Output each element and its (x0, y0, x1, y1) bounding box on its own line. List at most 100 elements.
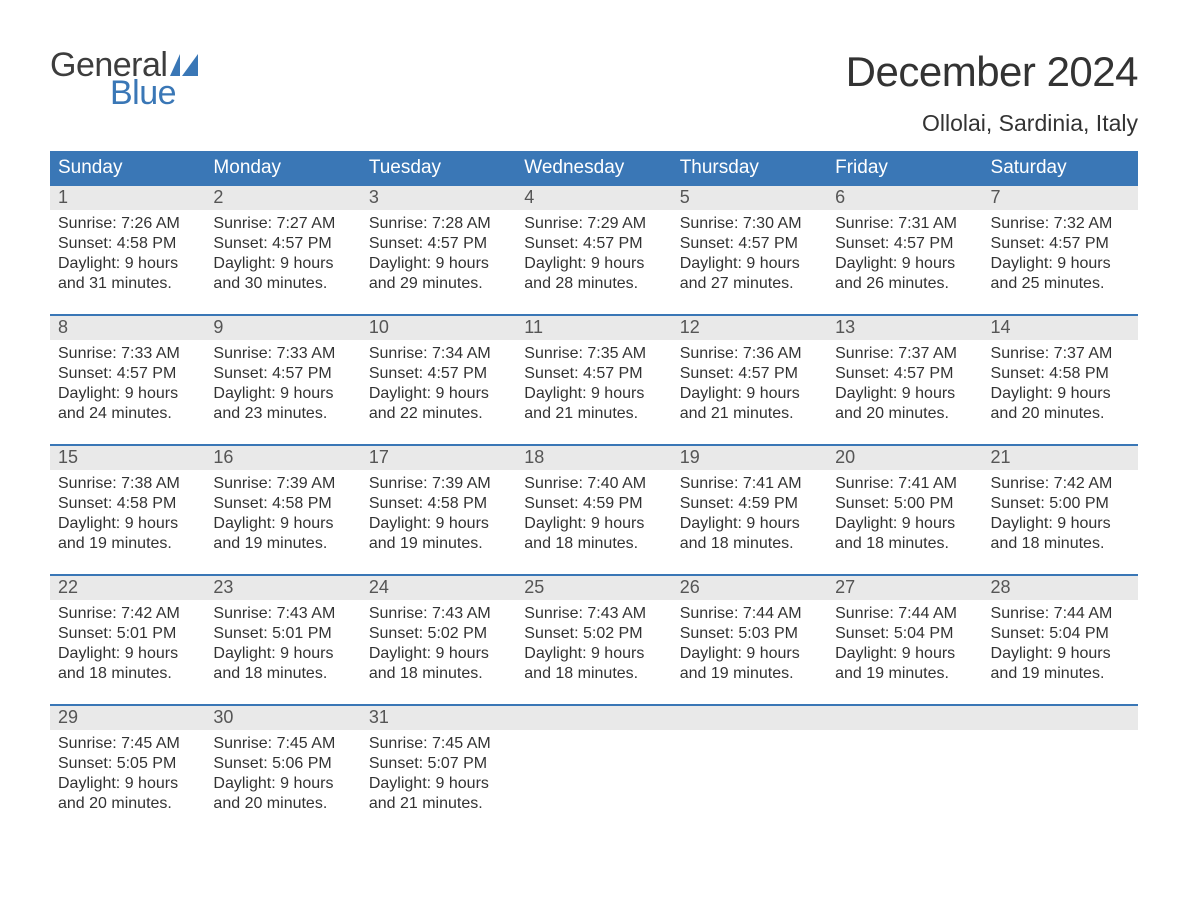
day-body: Sunrise: 7:44 AMSunset: 5:04 PMDaylight:… (983, 600, 1138, 684)
day-body: Sunrise: 7:34 AMSunset: 4:57 PMDaylight:… (361, 340, 516, 424)
day-body: Sunrise: 7:35 AMSunset: 4:57 PMDaylight:… (516, 340, 671, 424)
day-d2: and 25 minutes. (991, 274, 1130, 294)
day-body: Sunrise: 7:44 AMSunset: 5:03 PMDaylight:… (672, 600, 827, 684)
day-d2: and 24 minutes. (58, 404, 197, 424)
day-number-row: 4 (516, 186, 671, 210)
day-d1: Daylight: 9 hours (58, 774, 197, 794)
day-d2: and 28 minutes. (524, 274, 663, 294)
day-d1: Daylight: 9 hours (991, 384, 1130, 404)
day-d2: and 21 minutes. (524, 404, 663, 424)
week-row: 29Sunrise: 7:45 AMSunset: 5:05 PMDayligh… (50, 704, 1138, 834)
flag-icon (170, 54, 198, 76)
day-d1: Daylight: 9 hours (213, 254, 352, 274)
day-d2: and 18 minutes. (524, 664, 663, 684)
day-body: Sunrise: 7:26 AMSunset: 4:58 PMDaylight:… (50, 210, 205, 294)
day-d2: and 20 minutes. (213, 794, 352, 814)
day-sunset: Sunset: 4:57 PM (680, 234, 819, 254)
day-d1: Daylight: 9 hours (213, 644, 352, 664)
day-sunset: Sunset: 5:06 PM (213, 754, 352, 774)
day-body: Sunrise: 7:28 AMSunset: 4:57 PMDaylight:… (361, 210, 516, 294)
day-cell: 8Sunrise: 7:33 AMSunset: 4:57 PMDaylight… (50, 316, 205, 444)
day-d2: and 18 minutes. (835, 534, 974, 554)
day-number-row (672, 706, 827, 730)
day-d1: Daylight: 9 hours (835, 514, 974, 534)
day-d2: and 20 minutes. (58, 794, 197, 814)
day-sunrise: Sunrise: 7:34 AM (369, 344, 508, 364)
brand-logo: General Blue (50, 48, 198, 110)
day-body: Sunrise: 7:42 AMSunset: 5:01 PMDaylight:… (50, 600, 205, 684)
day-number: 31 (369, 707, 389, 727)
week-row: 22Sunrise: 7:42 AMSunset: 5:01 PMDayligh… (50, 574, 1138, 704)
day-cell: 6Sunrise: 7:31 AMSunset: 4:57 PMDaylight… (827, 186, 982, 314)
day-cell: 2Sunrise: 7:27 AMSunset: 4:57 PMDaylight… (205, 186, 360, 314)
day-d2: and 19 minutes. (58, 534, 197, 554)
day-body: Sunrise: 7:45 AMSunset: 5:06 PMDaylight:… (205, 730, 360, 814)
day-sunrise: Sunrise: 7:33 AM (58, 344, 197, 364)
day-number: 12 (680, 317, 700, 337)
day-d1: Daylight: 9 hours (369, 384, 508, 404)
day-cell: 22Sunrise: 7:42 AMSunset: 5:01 PMDayligh… (50, 576, 205, 704)
day-cell: 7Sunrise: 7:32 AMSunset: 4:57 PMDaylight… (983, 186, 1138, 314)
day-sunset: Sunset: 4:59 PM (680, 494, 819, 514)
day-cell: 9Sunrise: 7:33 AMSunset: 4:57 PMDaylight… (205, 316, 360, 444)
day-d2: and 18 minutes. (680, 534, 819, 554)
day-d2: and 20 minutes. (991, 404, 1130, 424)
day-body: Sunrise: 7:37 AMSunset: 4:58 PMDaylight:… (983, 340, 1138, 424)
day-sunset: Sunset: 5:04 PM (835, 624, 974, 644)
day-number-row: 29 (50, 706, 205, 730)
day-sunset: Sunset: 4:57 PM (58, 364, 197, 384)
day-cell: 3Sunrise: 7:28 AMSunset: 4:57 PMDaylight… (361, 186, 516, 314)
day-body: Sunrise: 7:41 AMSunset: 4:59 PMDaylight:… (672, 470, 827, 554)
day-d2: and 18 minutes. (213, 664, 352, 684)
day-sunset: Sunset: 4:58 PM (991, 364, 1130, 384)
day-cell: 14 Sunrise: 7:37 AMSunset: 4:58 PMDayligh… (983, 316, 1138, 444)
day-sunset: Sunset: 4:58 PM (58, 234, 197, 254)
day-d1: Daylight: 9 hours (213, 384, 352, 404)
day-number: 14 (991, 317, 1011, 337)
day-number-row (516, 706, 671, 730)
day-d2: and 31 minutes. (58, 274, 197, 294)
day-number: 11 (524, 317, 543, 337)
day-cell: 23Sunrise: 7:43 AMSunset: 5:01 PMDayligh… (205, 576, 360, 704)
day-number: 13 (835, 317, 855, 337)
day-number: 6 (835, 187, 845, 207)
day-d1: Daylight: 9 hours (213, 514, 352, 534)
day-number: 25 (524, 577, 544, 597)
day-body: Sunrise: 7:27 AMSunset: 4:57 PMDaylight:… (205, 210, 360, 294)
day-d1: Daylight: 9 hours (524, 254, 663, 274)
day-number: 30 (213, 707, 233, 727)
day-d2: and 19 minutes. (835, 664, 974, 684)
day-d2: and 19 minutes. (213, 534, 352, 554)
day-body: Sunrise: 7:40 AMSunset: 4:59 PMDaylight:… (516, 470, 671, 554)
day-number-row: 3 (361, 186, 516, 210)
day-cell (983, 706, 1138, 834)
day-sunrise: Sunrise: 7:36 AM (680, 344, 819, 364)
day-sunrise: Sunrise: 7:41 AM (680, 474, 819, 494)
day-d1: Daylight: 9 hours (369, 254, 508, 274)
day-number-row: 7 (983, 186, 1138, 210)
day-sunrise: Sunrise: 7:31 AM (835, 214, 974, 234)
day-number-row: 12 (672, 316, 827, 340)
day-sunset: Sunset: 4:57 PM (524, 234, 663, 254)
day-d2: and 22 minutes. (369, 404, 508, 424)
day-cell: 27Sunrise: 7:44 AMSunset: 5:04 PMDayligh… (827, 576, 982, 704)
day-number-row: 18 (516, 446, 671, 470)
day-sunset: Sunset: 4:57 PM (213, 234, 352, 254)
day-sunrise: Sunrise: 7:33 AM (213, 344, 352, 364)
day-sunrise: Sunrise: 7:43 AM (524, 604, 663, 624)
day-sunrise: Sunrise: 7:44 AM (835, 604, 974, 624)
day-d2: and 18 minutes. (991, 534, 1130, 554)
day-body: Sunrise: 7:39 AMSunset: 4:58 PMDaylight:… (361, 470, 516, 554)
day-number: 23 (213, 577, 233, 597)
day-d1: Daylight: 9 hours (680, 644, 819, 664)
header: General Blue December 2024 Ollolai, Sard… (50, 48, 1138, 137)
day-sunset: Sunset: 4:57 PM (991, 234, 1130, 254)
day-number-row: 16 (205, 446, 360, 470)
day-number: 24 (369, 577, 389, 597)
dow-sunday: Sunday (50, 151, 205, 186)
weeks-container: 1Sunrise: 7:26 AMSunset: 4:58 PMDaylight… (50, 186, 1138, 834)
day-cell: 25Sunrise: 7:43 AMSunset: 5:02 PMDayligh… (516, 576, 671, 704)
day-cell: 29Sunrise: 7:45 AMSunset: 5:05 PMDayligh… (50, 706, 205, 834)
day-cell: 20Sunrise: 7:41 AMSunset: 5:00 PMDayligh… (827, 446, 982, 574)
day-d2: and 20 minutes. (835, 404, 974, 424)
